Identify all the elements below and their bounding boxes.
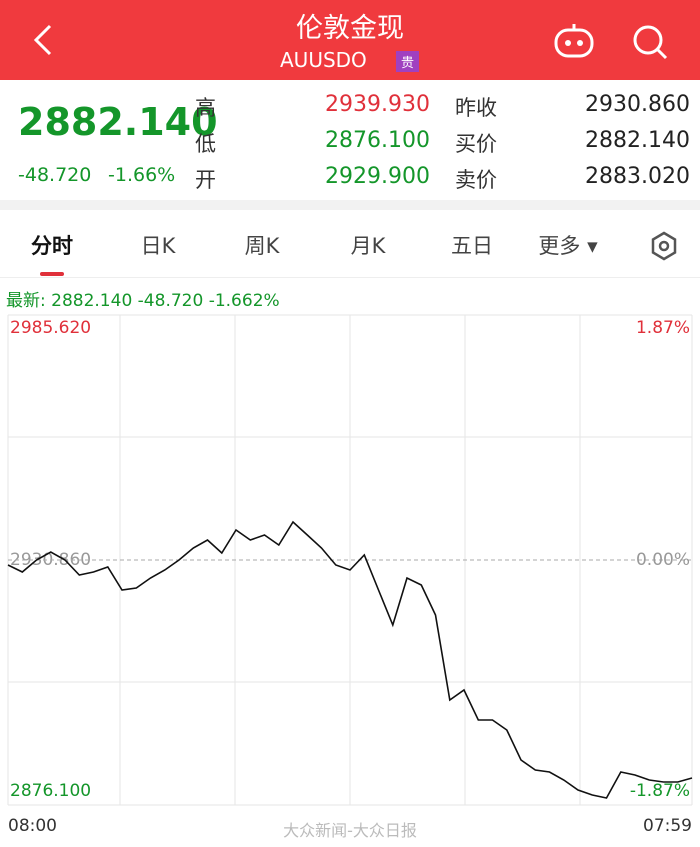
tab-indicator [40,272,64,276]
field-label: 低 [195,132,216,156]
settings-button[interactable] [648,230,680,262]
tab[interactable]: 月K [350,234,386,258]
symbol: AUUSDO [280,48,367,72]
x-tick-label: 07:59 [643,816,692,836]
field-value: 2882.140 [585,128,690,153]
field-label: 高 [195,96,216,120]
title: 伦敦金现 [296,13,404,44]
header-bar: 伦敦金现 AUUSDO 贵 [0,0,700,80]
field-value: 2876.100 [325,128,430,153]
y2-tick-label: 1.87% [636,318,690,338]
latest-change: -48.720 [137,291,204,311]
tab-border [0,277,700,278]
field-label: 昨收 [455,96,497,120]
y2-tick-label: -1.87% [630,781,690,801]
tab[interactable]: 周K [244,234,280,258]
search-button[interactable] [630,22,670,62]
badge: 贵 [396,51,420,72]
latest-line: 最新: 2882.140 -48.720 -1.662% [6,286,280,311]
field-value: 2883.020 [585,164,690,189]
price: 2882.140 [18,100,218,144]
divider [0,200,700,210]
change: -48.720 [18,164,92,186]
robot-button[interactable] [552,22,596,62]
tab[interactable]: 五日 [451,234,493,258]
field-label: 卖价 [455,168,497,192]
latest-pct: -1.662% [208,291,280,311]
y-tick-label: 2985.620 [10,318,91,338]
field-value: 2929.900 [325,164,430,189]
watermark: 大众新闻-大众日报 [283,821,417,840]
field-value: 2930.860 [585,92,690,117]
latest-price: 2882.140 [51,291,133,311]
change-pct: -1.66% [108,164,176,186]
tab[interactable]: 分时 [31,234,73,258]
field-label: 买价 [455,132,497,156]
tab[interactable]: 更多 ▾ [538,234,598,258]
latest-label: 最新: [6,291,46,311]
field-label: 开 [195,168,216,192]
x-tick-label: 08:00 [8,816,57,836]
y-tick-label: 2876.100 [10,781,91,801]
field-value: 2939.930 [325,92,430,117]
price-line [7,520,693,799]
tab[interactable]: 日K [140,234,176,258]
y2-tick-label: 0.00% [636,550,690,570]
back-button[interactable] [28,22,58,58]
